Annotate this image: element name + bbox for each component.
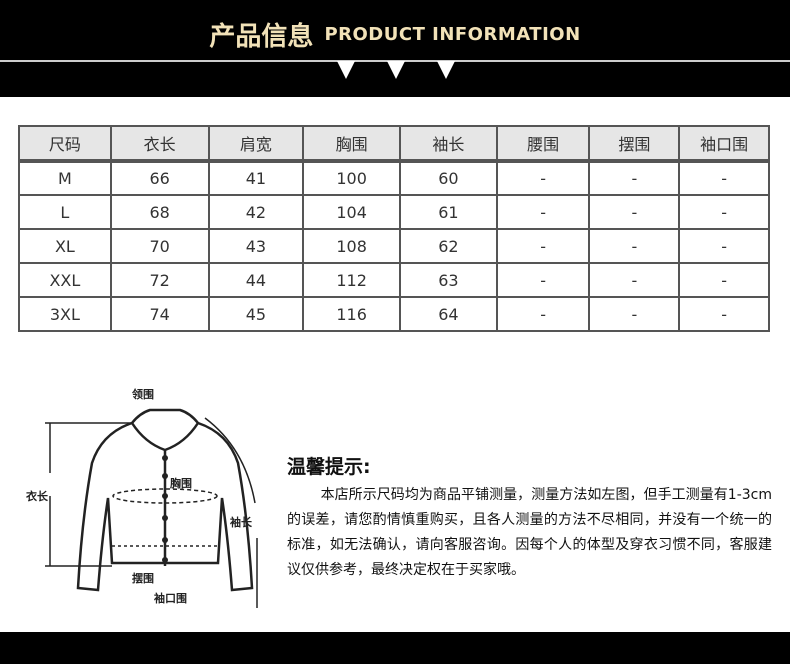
table-cell: 3XL (18, 296, 112, 332)
triangle-down-icon (337, 61, 355, 79)
table-cell: - (495, 228, 591, 264)
table-cell: 63 (399, 262, 498, 298)
table-cell: L (18, 194, 112, 230)
column-header: 胸围 (302, 125, 401, 162)
table-cell: - (495, 194, 591, 230)
label-length: 衣长 (26, 490, 48, 503)
table-cell: 42 (207, 194, 305, 230)
column-header: 尺码 (18, 125, 112, 162)
label-collar: 领围 (132, 388, 154, 401)
table-cell: 68 (109, 194, 210, 230)
tips-section: 温馨提示: 本店所示尺码均为商品平铺测量，测量方法如左图，但手工测量有1-3cm… (287, 452, 772, 583)
table-row: XL 70 43 108 62- - - (18, 228, 770, 264)
table-cell: 64 (399, 296, 498, 332)
column-header: 腰围 (495, 125, 591, 162)
column-header: 袖口围 (678, 125, 770, 162)
table-cell: 116 (302, 296, 401, 332)
table-cell: - (678, 228, 770, 264)
table-cell: - (495, 262, 591, 298)
tips-body: 本店所示尺码均为商品平铺测量，测量方法如左图，但手工测量有1-3cm的误差，请您… (287, 487, 772, 578)
tips-heading: 温馨提示: (287, 456, 371, 478)
table-cell: - (588, 159, 681, 196)
table-cell: - (588, 194, 681, 230)
table-cell: - (495, 296, 591, 332)
table-cell: 41 (207, 159, 305, 196)
table-cell: 44 (207, 262, 305, 298)
title-en: PRODUCT INFORMATION (324, 24, 581, 45)
column-header: 袖长 (399, 125, 498, 162)
table-cell: XL (18, 228, 112, 264)
table-row: L 68 42 104 61- - - (18, 194, 770, 230)
table-cell: 74 (109, 296, 210, 332)
column-header: 肩宽 (207, 125, 305, 162)
table-row: 3XL 74 45 116 64- - - (18, 296, 770, 332)
table-cell: - (678, 159, 770, 196)
table-cell: 100 (302, 159, 401, 196)
label-sleeve: 袖长 (230, 516, 252, 529)
table-cell: - (495, 159, 591, 196)
triangle-down-icon (437, 61, 455, 79)
jacket-diagram: 领围 胸围 衣长 袖长 摆围 袖口围 (20, 378, 270, 608)
label-chest: 胸围 (170, 477, 192, 490)
table-cell: - (678, 296, 770, 332)
table-row: XXL 72 44 112 63- - - (18, 262, 770, 298)
table-cell: 70 (109, 228, 210, 264)
header-banner: 产品信息 PRODUCT INFORMATION (0, 0, 790, 97)
table-cell: 72 (109, 262, 210, 298)
column-header: 摆围 (588, 125, 681, 162)
table-cell: - (588, 262, 681, 298)
table-cell: 62 (399, 228, 498, 264)
label-hem: 摆围 (132, 572, 154, 585)
table-cell: 112 (302, 262, 401, 298)
size-table: 尺码 衣长 肩宽 胸围 袖长 腰围 摆围 袖口围 M 66 41 100 60- - - L 68 42 104 6… (18, 125, 770, 332)
page-title: 产品信息 PRODUCT INFORMATION (0, 16, 790, 53)
table-cell: 66 (109, 159, 210, 196)
table-row: M 66 41 100 60- - - (18, 159, 770, 196)
table-cell: - (678, 262, 770, 298)
label-cuff: 袖口围 (154, 592, 187, 605)
table-cell: 61 (399, 194, 498, 230)
column-header: 衣长 (109, 125, 210, 162)
jacket-outline-icon (45, 408, 258, 608)
footer-bar (0, 632, 790, 664)
table-cell: - (588, 296, 681, 332)
title-cn: 产品信息 (209, 22, 314, 52)
table-cell: 60 (399, 159, 498, 196)
triangle-down-icon (387, 61, 405, 79)
table-cell: 45 (207, 296, 305, 332)
table-cell: 108 (302, 228, 401, 264)
table-header-row: 尺码 衣长 肩宽 胸围 袖长 腰围 摆围 袖口围 (18, 125, 770, 162)
table-cell: M (18, 159, 112, 196)
table-cell: - (588, 228, 681, 264)
table-cell: XXL (18, 262, 112, 298)
table-cell: 43 (207, 228, 305, 264)
table-cell: - (678, 194, 770, 230)
table-cell: 104 (302, 194, 401, 230)
